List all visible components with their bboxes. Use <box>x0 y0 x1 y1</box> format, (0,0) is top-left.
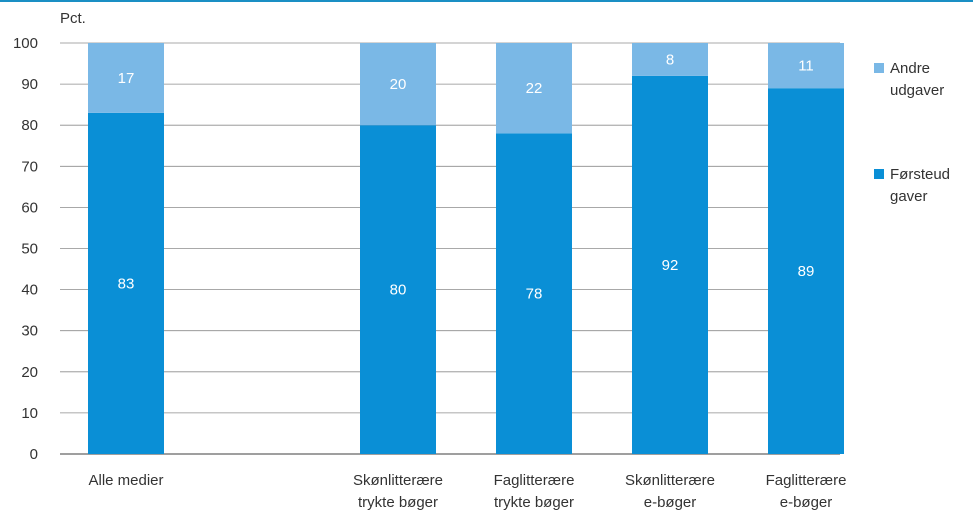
bar-segment <box>768 43 844 89</box>
y-tick-label: 80 <box>21 117 38 134</box>
y-tick-label: 10 <box>21 405 38 422</box>
bars: 83 17 80 20 78 22 92 8 89 11 <box>88 43 844 455</box>
y-tick-label: 50 <box>21 241 38 258</box>
x-category-label: e-bøger <box>644 494 697 511</box>
bar-segment <box>88 112 164 455</box>
bar-segment <box>496 133 572 455</box>
y-tick-label: 90 <box>21 76 38 93</box>
bar-segment <box>768 88 844 455</box>
legend-swatch <box>874 63 884 73</box>
legend-swatch <box>874 169 884 179</box>
x-category-label: e-bøger <box>780 494 833 511</box>
x-axis-labels: Alle medier Skønlitterære trykte bøger Fagl… <box>88 472 846 511</box>
bar-value-label: 17 <box>118 70 135 87</box>
legend-label: Andre <box>890 60 930 77</box>
x-category-label: trykte bøger <box>358 494 438 511</box>
bar-segment <box>360 43 436 126</box>
bar-segment <box>632 43 708 76</box>
bar-value-label: 22 <box>526 80 543 97</box>
x-category-label: Faglitterære <box>494 472 575 489</box>
legend-label: gaver <box>890 188 928 205</box>
y-tick-label: 20 <box>21 364 38 381</box>
bar-segment <box>632 75 708 454</box>
y-tick-label: 30 <box>21 323 38 340</box>
x-category-label: Faglitterære <box>766 472 847 489</box>
y-axis: 0 10 20 30 40 50 60 70 80 90 100 <box>13 35 38 463</box>
bar-value-label: 83 <box>118 275 135 292</box>
y-tick-label: 70 <box>21 158 38 175</box>
legend-label: udgaver <box>890 82 944 99</box>
legend: Andre udgaver Førsteud gaver <box>874 60 950 205</box>
legend-label: Førsteud <box>890 166 950 183</box>
x-category-label: Skønlitterære <box>625 472 715 489</box>
x-category-label: Skønlitterære <box>353 472 443 489</box>
x-category-label: Alle medier <box>88 472 163 489</box>
bar-segment <box>360 125 436 454</box>
bar-segment <box>496 43 572 134</box>
bar-value-label: 92 <box>662 257 679 274</box>
y-tick-label: 60 <box>21 199 38 216</box>
y-unit-label: Pct. <box>60 10 86 27</box>
bar-value-label: 80 <box>390 282 407 299</box>
gridlines <box>60 42 840 455</box>
y-tick-label: 100 <box>13 35 38 52</box>
y-tick-label: 0 <box>30 446 38 463</box>
bar-segment <box>88 43 164 113</box>
x-category-label: trykte bøger <box>494 494 574 511</box>
bar-value-label: 20 <box>390 76 407 93</box>
bar-value-label: 89 <box>798 263 815 280</box>
bar-value-label: 78 <box>526 286 543 303</box>
y-tick-label: 40 <box>21 282 38 299</box>
bar-value-label: 8 <box>666 51 674 68</box>
bar-value-label: 11 <box>798 58 814 75</box>
